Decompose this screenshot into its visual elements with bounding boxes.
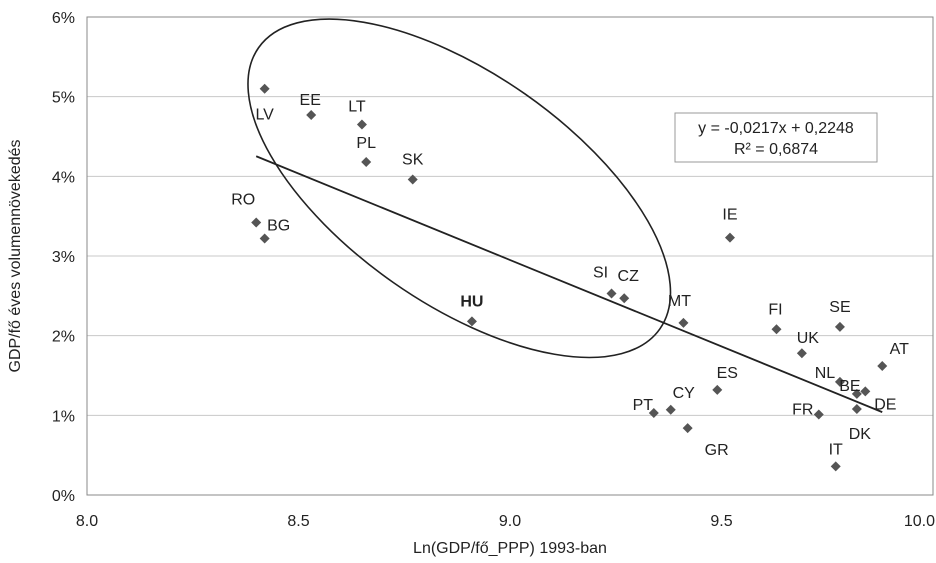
data-point-sk [407, 174, 418, 185]
data-point-cz [619, 293, 630, 304]
point-label-cy: CY [673, 385, 696, 402]
point-label-gr: GR [705, 442, 729, 459]
plot-area-border [86, 16, 934, 496]
equation-line-1: y = -0,0217x + 0,2248 [698, 120, 854, 137]
x-axis-ticks: 8.0 8.5 9.0 9.5 10.0 [76, 513, 935, 530]
x-tick-label: 8.0 [76, 513, 98, 530]
trend-line [255, 155, 883, 413]
point-label-lt: LT [348, 99, 366, 116]
y-tick-label: 0% [52, 488, 75, 505]
point-label-pl: PL [356, 135, 376, 152]
equation-line-2: R² = 0,6874 [734, 141, 818, 158]
data-point-de [860, 386, 871, 397]
x-tick-label: 9.5 [710, 513, 732, 530]
y-axis-ticks: 0% 1% 2% 3% 4% 5% 6% [52, 10, 75, 505]
point-label-ro: RO [231, 192, 255, 209]
data-point-pl [361, 156, 372, 167]
y-axis-title: GDP/fő éves volumennövekedés [7, 139, 24, 372]
data-point-fi [771, 324, 782, 335]
point-label-bg: BG [267, 217, 290, 234]
data-point-at [877, 360, 888, 371]
data-point-mt [678, 317, 689, 328]
y-tick-label: 6% [52, 10, 75, 27]
point-label-nl: NL [815, 365, 836, 382]
point-label-ie: IE [722, 207, 737, 224]
data-point-cy [665, 404, 676, 415]
point-label-pt: PT [633, 397, 654, 414]
data-point-it [830, 461, 841, 472]
x-tick-label: 10.0 [904, 513, 935, 530]
point-label-sk: SK [402, 152, 424, 169]
x-tick-label: 8.5 [287, 513, 309, 530]
point-label-si: SI [593, 264, 608, 281]
y-tick-label: 2% [52, 329, 75, 346]
data-point-nl [834, 376, 845, 387]
point-label-ee: EE [300, 92, 321, 109]
point-label-uk: UK [797, 330, 820, 347]
data-point-ee [306, 109, 317, 120]
data-point-ro [251, 217, 262, 228]
equation-box: y = -0,0217x + 0,2248 R² = 0,6874 [674, 112, 878, 163]
data-point-be [851, 388, 862, 399]
data-point-uk [796, 348, 807, 359]
cluster-ellipse [247, 18, 672, 359]
point-label-de: DE [874, 396, 896, 413]
point-label-fr: FR [792, 402, 813, 419]
point-label-at: AT [890, 341, 909, 358]
point-label-fi: FI [768, 301, 782, 318]
y-tick-label: 3% [52, 249, 75, 266]
y-tick-label: 4% [52, 169, 75, 186]
point-label-mt: MT [668, 293, 691, 310]
data-point-hu [466, 316, 477, 327]
data-point-se [834, 321, 845, 332]
point-label-lv: LV [255, 107, 274, 124]
data-point-dk [851, 403, 862, 414]
gridlines [87, 16, 933, 416]
data-point-fr [813, 409, 824, 420]
point-label-es: ES [717, 365, 738, 382]
data-point-pt [648, 407, 659, 418]
data-point-bg [259, 233, 270, 244]
y-tick-label: 1% [52, 408, 75, 425]
equation-box-frame [674, 112, 878, 163]
point-label-hu: HU [460, 293, 483, 310]
point-label-se: SE [829, 299, 850, 316]
y-tick-label: 5% [52, 90, 75, 107]
point-label-cz: CZ [618, 268, 640, 285]
x-tick-label: 9.0 [499, 513, 521, 530]
point-label-dk: DK [849, 426, 872, 443]
point-label-be: BE [839, 378, 860, 395]
point-label-it: IT [829, 441, 843, 458]
data-point-si [606, 288, 617, 299]
data-point-es [712, 384, 723, 395]
x-axis-title: Ln(GDP/fő_PPP) 1993-ban [413, 540, 607, 557]
data-point-lv [259, 83, 270, 94]
data-point-ie [724, 232, 735, 243]
data-point-gr [682, 423, 693, 434]
data-point-lt [356, 119, 367, 130]
